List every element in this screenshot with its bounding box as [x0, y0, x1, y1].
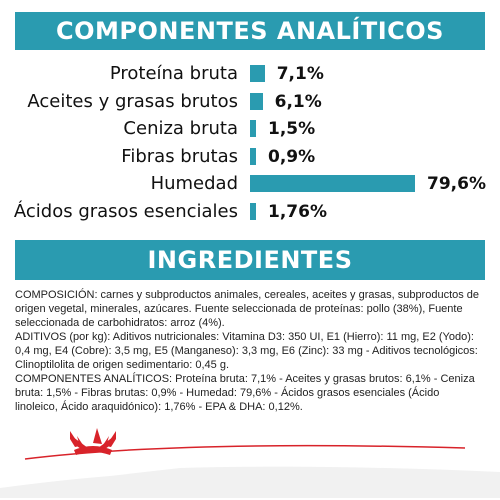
- analytic-bar: [250, 93, 263, 110]
- analytics-heading: COMPONENTES ANALÍTICOS: [15, 12, 485, 50]
- analytic-row: Proteína bruta 7,1%: [0, 62, 500, 86]
- analytic-bar: [250, 203, 256, 220]
- additives-paragraph: ADITIVOS (por kg): Aditivos nutricionale…: [15, 331, 478, 371]
- analytic-value: 7,1%: [276, 64, 324, 84]
- analytic-row: Humedad 79,6%: [0, 172, 500, 196]
- royal-canin-crown-logo-icon: [70, 428, 116, 455]
- brand-footer-graphic: [0, 428, 500, 498]
- analytics-paragraph: COMPONENTES ANALÍTICOS: Proteína bruta: …: [15, 373, 475, 413]
- analytic-row: Aceites y grasas brutos 6,1%: [0, 90, 500, 114]
- analytic-value: 1,5%: [268, 119, 316, 139]
- ingredients-heading: INGREDIENTES: [15, 240, 485, 280]
- footer-swoosh: [0, 466, 500, 498]
- analytic-row: Ceniza bruta 1,5%: [0, 117, 500, 141]
- analytic-row: Ácidos grasos esenciales 1,76%: [0, 200, 500, 224]
- brand-footer: [0, 428, 500, 500]
- analytic-bar: [250, 65, 265, 82]
- analytic-bar: [250, 175, 415, 192]
- analytic-label: Ácidos grasos esenciales: [13, 201, 238, 222]
- analytic-value: 0,9%: [268, 147, 316, 167]
- analytic-value: 1,76%: [268, 202, 327, 222]
- ingredients-text: COMPOSICIÓN: carnes y subproductos anima…: [15, 288, 485, 414]
- analytic-value: 6,1%: [274, 92, 322, 112]
- analytic-label: Humedad: [150, 173, 238, 194]
- footer-red-line: [24, 444, 466, 460]
- analytic-label: Aceites y grasas brutos: [27, 91, 238, 112]
- analytic-bar: [250, 148, 256, 165]
- analytic-value: 79,6%: [427, 174, 486, 194]
- analytic-label: Proteína bruta: [109, 63, 238, 84]
- composition-paragraph: COMPOSICIÓN: carnes y subproductos anima…: [15, 289, 480, 329]
- analytic-label: Ceniza bruta: [123, 118, 238, 139]
- analytic-label: Fibras brutas: [121, 146, 238, 167]
- analytic-bar: [250, 120, 256, 137]
- analytic-row: Fibras brutas 0,9%: [0, 145, 500, 169]
